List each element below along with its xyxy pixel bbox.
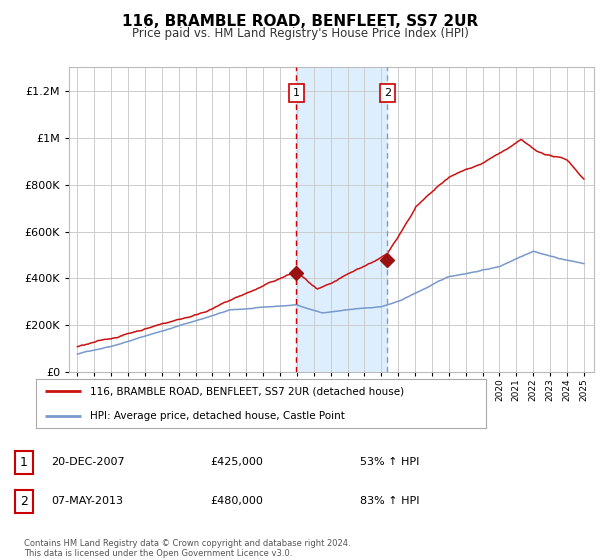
Text: 83% ↑ HPI: 83% ↑ HPI (360, 496, 419, 506)
Text: £425,000: £425,000 (210, 457, 263, 467)
Text: 2: 2 (20, 494, 28, 508)
Text: 07-MAY-2013: 07-MAY-2013 (51, 496, 123, 506)
Text: 1: 1 (20, 455, 28, 469)
Text: £480,000: £480,000 (210, 496, 263, 506)
Text: 116, BRAMBLE ROAD, BENFLEET, SS7 2UR: 116, BRAMBLE ROAD, BENFLEET, SS7 2UR (122, 14, 478, 29)
Bar (296, 67, 388, 372)
Text: 116, BRAMBLE ROAD, BENFLEET, SS7 2UR (detached house): 116, BRAMBLE ROAD, BENFLEET, SS7 2UR (de… (90, 386, 404, 396)
Text: Contains HM Land Registry data © Crown copyright and database right 2024.
This d: Contains HM Land Registry data © Crown c… (24, 539, 350, 558)
Text: 20-DEC-2007: 20-DEC-2007 (51, 457, 125, 467)
Text: HPI: Average price, detached house, Castle Point: HPI: Average price, detached house, Cast… (90, 411, 345, 421)
Text: Price paid vs. HM Land Registry's House Price Index (HPI): Price paid vs. HM Land Registry's House … (131, 27, 469, 40)
Text: 53% ↑ HPI: 53% ↑ HPI (360, 457, 419, 467)
Text: 1: 1 (293, 88, 300, 98)
Text: 2: 2 (384, 88, 391, 98)
